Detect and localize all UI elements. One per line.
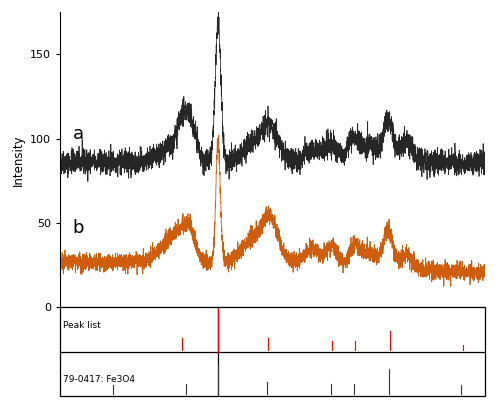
Text: a: a (72, 125, 84, 143)
Text: 79-0417: Fe3O4: 79-0417: Fe3O4 (63, 375, 135, 385)
X-axis label: Position [°2Theta]: Position [°2Theta] (220, 329, 326, 342)
Text: Peak list: Peak list (63, 320, 101, 330)
Y-axis label: Intensity: Intensity (12, 134, 24, 185)
Text: b: b (72, 219, 84, 237)
